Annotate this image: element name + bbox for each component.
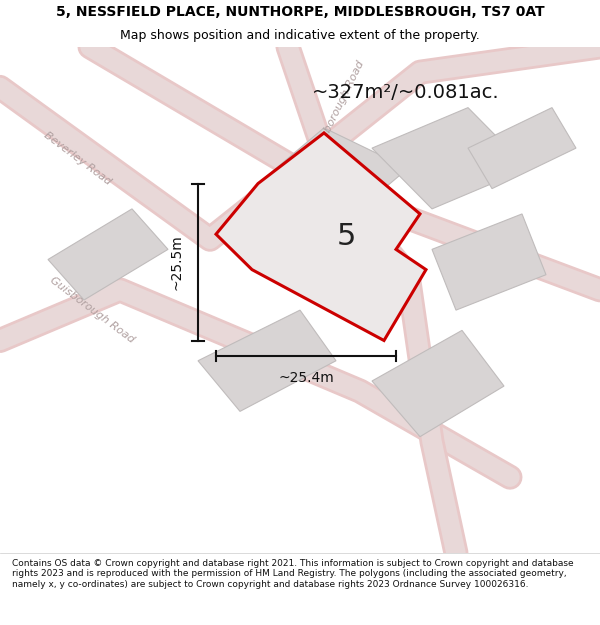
Text: ~25.4m: ~25.4m (278, 371, 334, 385)
Polygon shape (432, 214, 546, 310)
Text: Contains OS data © Crown copyright and database right 2021. This information is : Contains OS data © Crown copyright and d… (12, 559, 574, 589)
Polygon shape (264, 128, 408, 219)
Text: Guisborough Road: Guisborough Road (48, 275, 136, 345)
Polygon shape (198, 310, 336, 411)
Text: ~25.5m: ~25.5m (169, 234, 183, 290)
Text: ~327m²/~0.081ac.: ~327m²/~0.081ac. (312, 83, 500, 102)
Text: 5: 5 (337, 222, 356, 251)
Polygon shape (48, 209, 168, 300)
Polygon shape (372, 331, 504, 437)
Polygon shape (216, 133, 426, 341)
Text: Beverley Road: Beverley Road (42, 130, 113, 187)
Polygon shape (468, 107, 576, 189)
Text: Guisborough Road: Guisborough Road (312, 59, 366, 156)
Text: Map shows position and indicative extent of the property.: Map shows position and indicative extent… (120, 29, 480, 42)
Polygon shape (372, 107, 528, 209)
Text: 5, NESSFIELD PLACE, NUNTHORPE, MIDDLESBROUGH, TS7 0AT: 5, NESSFIELD PLACE, NUNTHORPE, MIDDLESBR… (56, 5, 544, 19)
